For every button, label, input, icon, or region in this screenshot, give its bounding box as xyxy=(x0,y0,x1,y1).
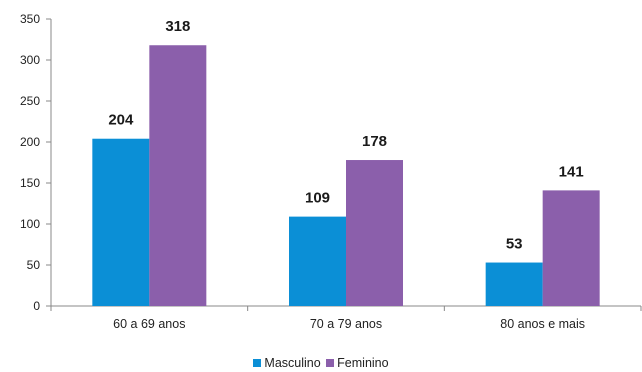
legend-swatch-feminino xyxy=(326,359,335,367)
x-axis: 60 a 69 anos 70 a 79 anos 80 anos e mais xyxy=(46,305,642,331)
data-label: 318 xyxy=(165,18,190,35)
legend-swatch-masculino xyxy=(253,359,262,367)
bar-feminino-2 xyxy=(542,190,600,306)
data-labels: 204 318 109 178 53 141 xyxy=(108,18,583,252)
bar-masculino-2 xyxy=(485,262,543,306)
y-tick-label: 350 xyxy=(20,12,40,26)
x-tick-label: 80 anos e mais xyxy=(500,317,585,331)
legend-label-feminino: Feminino xyxy=(337,356,389,370)
y-tick-label: 150 xyxy=(20,176,40,190)
x-tick-label: 60 a 69 anos xyxy=(113,317,185,331)
y-tick-label: 0 xyxy=(33,299,40,313)
y-axis: 0 50 100 150 200 250 300 350 xyxy=(20,12,52,313)
y-tick-label: 250 xyxy=(20,94,40,108)
y-tick-label: 200 xyxy=(20,135,40,149)
data-label: 204 xyxy=(108,112,134,129)
x-tick-label: 70 a 79 anos xyxy=(310,317,382,331)
data-label: 178 xyxy=(362,133,387,150)
y-tick-label: 100 xyxy=(20,217,40,231)
y-tick-label: 300 xyxy=(20,53,40,67)
legend-item-feminino: Feminino xyxy=(326,356,389,370)
y-tick-label: 50 xyxy=(27,258,41,272)
data-label: 141 xyxy=(559,163,584,180)
bar-feminino-1 xyxy=(346,160,403,306)
data-label: 53 xyxy=(506,236,523,253)
legend-label-masculino: Masculino xyxy=(264,356,321,370)
data-label: 109 xyxy=(305,190,330,207)
bar-masculino-1 xyxy=(289,216,346,306)
legend: Masculino Feminino xyxy=(0,356,642,370)
bar-masculino-0 xyxy=(92,138,150,306)
legend-item-masculino: Masculino xyxy=(253,356,321,370)
bars xyxy=(92,45,600,307)
bar-feminino-0 xyxy=(149,45,207,307)
